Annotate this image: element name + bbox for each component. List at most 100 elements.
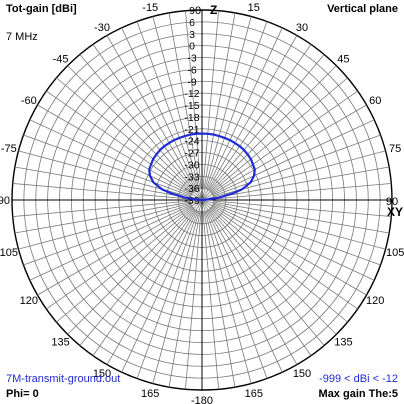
pattern-point [246, 153, 249, 156]
angle-tick-label: -45 [53, 54, 69, 66]
radial-tick-label: 3 [189, 29, 195, 41]
angle-tick-label: 150 [293, 368, 311, 380]
pattern-point [253, 168, 256, 171]
grid-spoke [29, 119, 192, 196]
pattern-point [195, 198, 198, 201]
grid-spoke [201, 199, 367, 296]
pattern-point [250, 158, 252, 160]
radial-tick-label: 0 [189, 41, 195, 53]
angle-tick-label: -75 [1, 143, 17, 155]
grid-spoke [209, 54, 325, 192]
grid-spoke [56, 77, 194, 193]
pattern-point [206, 198, 209, 201]
angle-tick-label: 165 [245, 388, 263, 400]
radial-tick-label: -27 [184, 148, 199, 160]
radial-tick-label: -9 [187, 76, 196, 88]
grid-spoke [23, 203, 191, 266]
grid-spoke [136, 21, 199, 189]
grid-spoke [201, 35, 298, 201]
pattern-point [168, 142, 170, 144]
pattern-point [184, 135, 186, 137]
pattern-point [229, 139, 231, 141]
grid-spoke [46, 206, 193, 310]
grid-spoke [201, 199, 337, 335]
angle-tick-label: 105 [0, 247, 18, 259]
grid-spoke [203, 211, 236, 388]
grid-spoke [23, 134, 191, 197]
radial-tick-label: -33 [184, 171, 199, 183]
grid-spoke [201, 150, 386, 201]
file-label: 7M-transmit-ground.out [6, 373, 121, 385]
grid-spoke [213, 134, 381, 197]
grid-spoke [201, 199, 298, 365]
pattern-point [252, 163, 254, 166]
grid-spoke [152, 16, 203, 201]
grid-spoke [202, 10, 219, 189]
grid-spoke [203, 12, 236, 189]
pattern-point [173, 139, 175, 141]
grid-spoke [201, 16, 252, 201]
grid-spoke [79, 208, 195, 346]
grid-spoke [208, 209, 312, 356]
grid-spoke [208, 44, 312, 191]
grid-spoke [201, 65, 337, 201]
pattern-point [155, 153, 158, 156]
pattern-point [189, 133, 192, 136]
pattern-point [206, 132, 209, 135]
grid-spoke [210, 77, 348, 193]
grid-spoke [12, 200, 191, 217]
axis-label-z: Z [210, 3, 217, 17]
angle-tick-label: 120 [366, 295, 384, 307]
grid-spoke [210, 207, 348, 323]
pattern-point [149, 174, 151, 177]
pattern-point [148, 168, 151, 171]
grid-spoke [213, 203, 381, 266]
grid-spoke [67, 199, 203, 335]
pattern-point [159, 149, 161, 151]
axis-label-xy: XY [387, 205, 403, 219]
pattern-point [152, 181, 155, 184]
pattern-point [183, 196, 186, 199]
angle-tick-label: 105 [386, 247, 404, 259]
angle-tick-label: 30 [296, 22, 308, 34]
pattern-point [243, 149, 245, 151]
pattern-point [212, 133, 215, 136]
frequency-label: 7 MHz [6, 31, 38, 43]
grid-spoke [121, 210, 198, 373]
angle-tick-label: -180 [191, 395, 213, 404]
grid-spoke [206, 210, 283, 373]
grid-spoke [212, 119, 375, 196]
grid-spoke [12, 183, 191, 200]
grid-spoke [205, 21, 268, 189]
angle-tick-label: 90 [386, 196, 398, 208]
pattern-point [195, 132, 198, 135]
angle-tick-label: 150 [93, 368, 111, 380]
grid-spoke [106, 199, 203, 365]
pattern-point [201, 132, 203, 135]
grid-spoke [46, 90, 193, 194]
angle-tick-label: -90 [0, 195, 10, 207]
pattern-point [161, 188, 163, 191]
angle-tick-label: 45 [337, 54, 349, 66]
grid-spoke [92, 209, 196, 356]
series-group [148, 132, 256, 202]
angle-tick-label: 165 [141, 388, 159, 400]
grid-spoke [14, 166, 191, 199]
grid-spoke [213, 166, 390, 199]
angle-tick-label: 60 [369, 95, 381, 107]
grid-spoke [14, 201, 191, 234]
angle-tick-label: -30 [94, 22, 110, 34]
grid-spoke [201, 104, 367, 201]
pattern-point [231, 192, 234, 195]
pattern-point [218, 135, 220, 137]
grid-spoke [56, 207, 194, 323]
radial-tick-label: -30 [184, 159, 199, 171]
radial-tick-label: -18 [184, 112, 199, 124]
grid-spoke [79, 54, 195, 192]
angle-tick-label: -15 [142, 2, 158, 14]
pattern-point [163, 145, 166, 147]
max-gain-label: Max gain The:5 [318, 388, 398, 400]
grid-spoke [92, 44, 196, 191]
